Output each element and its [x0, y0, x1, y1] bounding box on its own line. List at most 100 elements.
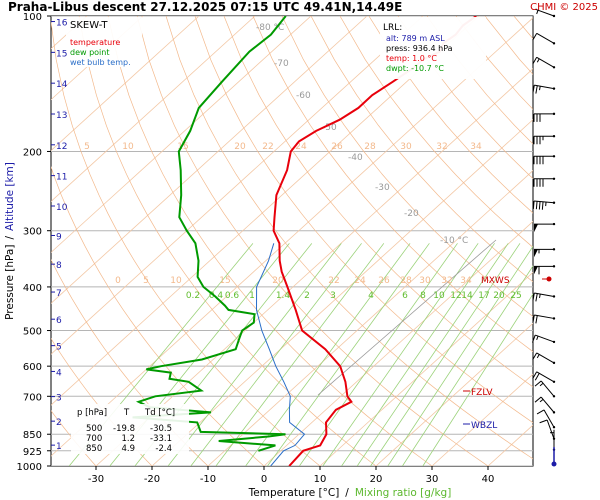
- altitude-tick-label: 3: [56, 394, 62, 404]
- dry-adiabat-line: [339, 16, 533, 248]
- altitude-tick-label: 12: [56, 142, 67, 152]
- altitude-tick-label: 7: [56, 289, 62, 299]
- pressure-tick-label: 300: [23, 227, 42, 238]
- dry-adiabat-label: 10: [170, 276, 182, 286]
- table-row-500-td: -30.5: [150, 424, 172, 434]
- altitude-tick-label: 15: [56, 49, 67, 59]
- wind-barb: [533, 135, 556, 145]
- mixing-ratio-line: [422, 293, 533, 466]
- wind-barb: [532, 200, 556, 210]
- mxws-marker-label: MXWS: [481, 276, 510, 286]
- dry-adiabat-label: 5: [143, 276, 149, 286]
- dry-adiabat-label: 34: [460, 276, 472, 286]
- dry-adiabat-label: 32: [441, 276, 452, 286]
- legend-item-wet-bulb: wet bulb temp.: [70, 58, 131, 67]
- x-axis-label-mixing-ratio: Mixing ratio [g/kg]: [355, 487, 451, 499]
- wind-barb: [532, 84, 556, 94]
- isotherm-line: [375, 322, 533, 466]
- dry-adiabat-label: 0: [115, 276, 121, 286]
- table-row-850-td: -2.4: [155, 444, 172, 454]
- mixing-ratio-label: 14: [461, 291, 473, 301]
- isotherm-label: -70: [274, 59, 289, 69]
- wind-barb: [532, 314, 556, 324]
- mixing-ratio-lines: [68, 243, 533, 466]
- x-tick-label: -10: [200, 474, 216, 485]
- x-tick-label: 30: [426, 474, 439, 485]
- altitude-tick-label: 4: [56, 368, 62, 378]
- mixing-ratio-line: [341, 243, 495, 466]
- legend-item-dew-point: dew point: [70, 48, 110, 57]
- dry-adiabat-label: 28: [400, 276, 412, 286]
- wind-barb: [535, 8, 556, 18]
- table-row-700-td: -33.1: [150, 434, 172, 444]
- wbzl-marker-label: WBZL: [471, 421, 497, 431]
- lrl-background: [380, 17, 486, 79]
- mixing-ratio-label: 0.6: [225, 291, 240, 301]
- altitude-tick-label: 6: [56, 316, 62, 326]
- levels-table-background: [71, 404, 189, 454]
- mixing-ratio-line: [370, 243, 521, 466]
- levels-table: p [hPa] T Td [°C] 500 -19.8 -30.5 700 1.…: [71, 404, 189, 454]
- isotherm-line: [51, 16, 144, 101]
- pressure-axis-ticks: 100 200 300 400 500 600 700 850 925 1000: [17, 12, 51, 473]
- mixing-ratio-label: 1: [249, 291, 255, 301]
- pressure-tick-label: 700: [23, 392, 42, 403]
- mixing-ratio-label: 4: [368, 291, 374, 301]
- x-tick-label: 40: [482, 474, 495, 485]
- wind-barb: [532, 292, 556, 302]
- sounding-title: Praha-Libus descent 27.12.2025 07:15 UTC…: [8, 0, 402, 14]
- wind-barb: [533, 155, 556, 165]
- lrl-title: LRL:: [383, 23, 402, 33]
- dry-adiabat-label: 15: [219, 276, 230, 286]
- altitude-tick-label: 14: [56, 80, 68, 90]
- x-tick-label: 10: [314, 474, 327, 485]
- mixing-ratio-label: 17: [478, 291, 489, 301]
- altitude-tick-label: 13: [56, 111, 67, 121]
- lrl-altitude: alt: 789 m ASL: [386, 34, 445, 43]
- mixing-ratio-line: [387, 245, 533, 466]
- dry-adiabat-label: 15: [177, 142, 188, 152]
- mixing-ratio-label: 1.4: [276, 291, 291, 301]
- mixing-ratio-line: [402, 265, 533, 466]
- y-axis-label: Pressure [hPa] / Altitude [km]: [4, 162, 16, 320]
- dry-adiabat-label: 34: [470, 142, 482, 152]
- wind-barb: [532, 334, 556, 344]
- dry-adiabat-label: 26: [331, 142, 343, 152]
- table-row-850-p: 850: [86, 444, 102, 454]
- wind-barb: [532, 352, 556, 365]
- wind-barb: [532, 371, 556, 384]
- pressure-tick-label: 1000: [17, 462, 42, 473]
- wind-barbs-column: [532, 8, 557, 467]
- dry-adiabat-line: [194, 16, 533, 424]
- altitude-tick-label: 2: [56, 418, 62, 428]
- mixing-ratio-line: [245, 243, 411, 466]
- altitude-tick-label: 1: [56, 442, 62, 452]
- isotherm-label: -60: [296, 91, 311, 101]
- isotherm-label: -20: [404, 209, 419, 219]
- dry-adiabat-line: [310, 16, 533, 283]
- table-row-500-p: 500: [86, 424, 102, 434]
- dry-adiabat-line: [252, 16, 533, 353]
- wind-barb: [532, 56, 556, 69]
- x-tick-label: 20: [370, 474, 383, 485]
- table-header-t: T: [123, 408, 130, 418]
- x-tick-label: -30: [88, 474, 104, 485]
- mixing-ratio-line: [267, 243, 430, 466]
- pressure-tick-label: 400: [23, 283, 42, 294]
- isotherm-label: -40: [348, 153, 363, 163]
- isotherm-line: [544, 16, 600, 466]
- dry-adiabat-line: [281, 16, 533, 318]
- wind-barb: [534, 380, 556, 398]
- dry-adiabat-label: 30: [419, 276, 431, 286]
- wind-barb: [534, 248, 556, 258]
- dry-adiabat-line: [223, 16, 533, 388]
- dry-adiabat-line: [368, 16, 533, 214]
- isotherm-line: [51, 17, 533, 457]
- legend-item-temperature: temperature: [70, 38, 120, 47]
- dry-adiabat-label: 26: [378, 276, 390, 286]
- wind-barb: [533, 177, 556, 187]
- x-axis-label-separator: /: [345, 487, 349, 499]
- mixing-ratio-line: [167, 243, 342, 466]
- dry-adiabat-label: 10: [122, 142, 134, 152]
